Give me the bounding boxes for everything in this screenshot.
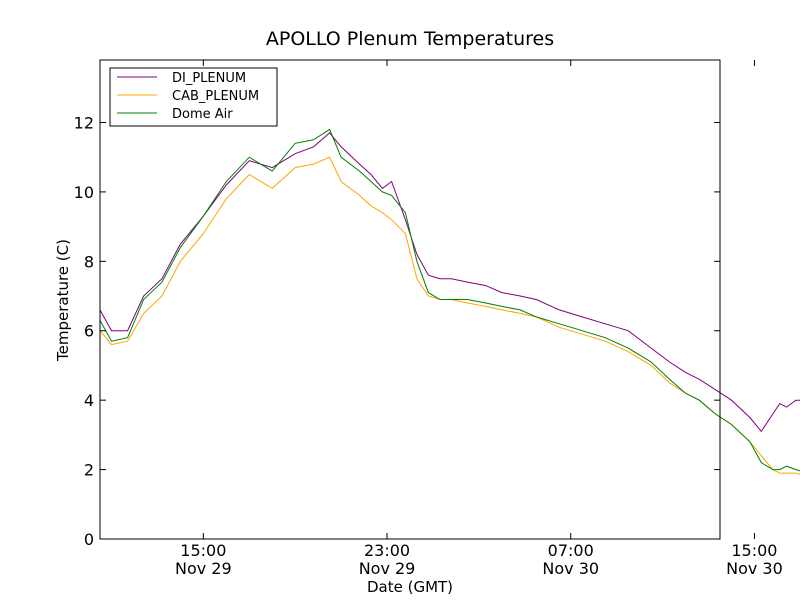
- x-tick-label-date: Nov 29: [175, 559, 232, 578]
- x-tick-label-date: Nov 29: [359, 559, 416, 578]
- legend: DI_PLENUM CAB_PLENUM Dome Air: [109, 67, 278, 127]
- series-line-cab-plenum: [99, 156, 800, 475]
- legend-label-cab-plenum: CAB_PLENUM: [172, 89, 259, 104]
- series-layer: [99, 128, 800, 475]
- y-tick-label: 8: [84, 252, 94, 271]
- y-axis: 0 2 4 6 8 10 12: [74, 113, 720, 549]
- x-tick-label-time: 15:00: [731, 541, 777, 560]
- legend-label-di-plenum: DI_PLENUM: [172, 71, 246, 86]
- x-axis-label: Date (GMT): [367, 578, 453, 596]
- legend-label-dome-air: Dome Air: [172, 107, 233, 122]
- x-tick-label-date: Nov 30: [542, 559, 599, 578]
- y-tick-label: 0: [84, 530, 94, 549]
- series-line-di-plenum: [99, 132, 800, 433]
- x-tick-label-time: 15:00: [180, 541, 226, 560]
- y-tick-label: 6: [84, 322, 94, 341]
- y-axis-label: Temperature (C): [54, 239, 72, 362]
- y-tick-label: 12: [74, 113, 94, 132]
- y-tick-label: 10: [74, 183, 94, 202]
- plot-area: [100, 60, 720, 539]
- y-tick-label: 4: [84, 391, 94, 410]
- y-tick-label: 2: [84, 461, 94, 480]
- x-tick-label-date: Nov 30: [726, 559, 783, 578]
- legend-box: [109, 67, 278, 127]
- x-tick-label-time: 07:00: [548, 541, 594, 560]
- chart-title: APOLLO Plenum Temperatures: [266, 28, 554, 50]
- series-line-dome-air: [99, 128, 800, 472]
- plot-frame: [99, 59, 721, 540]
- x-tick-label-time: 23:00: [364, 541, 410, 560]
